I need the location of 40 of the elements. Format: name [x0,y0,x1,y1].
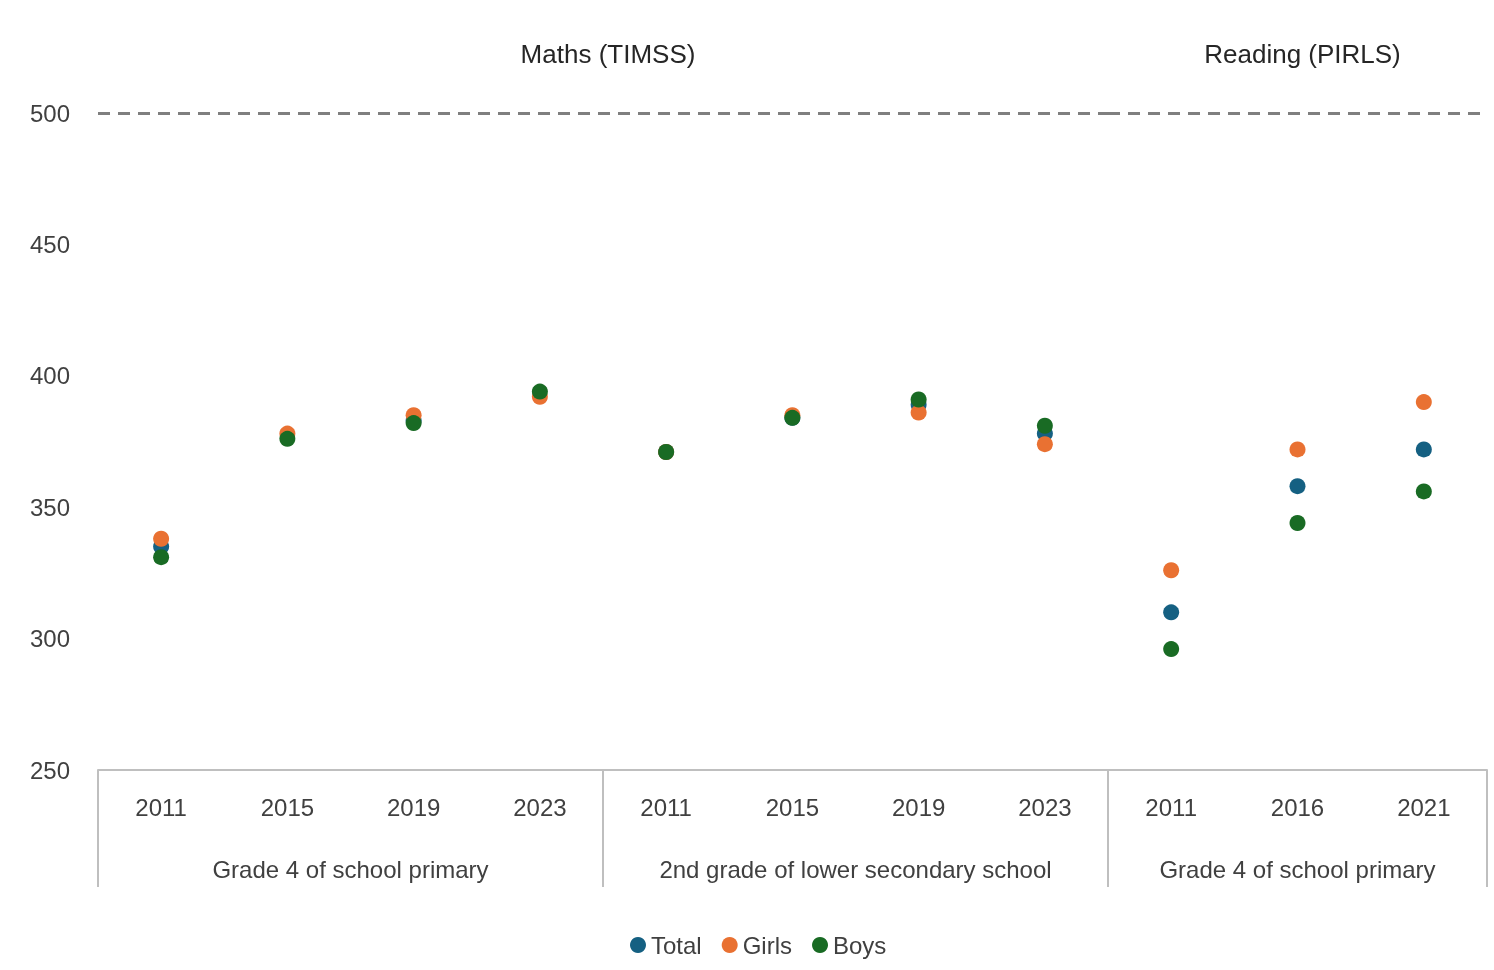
text: Grade 4 of school primary [1159,855,1436,883]
y-tick-label: 500 [29,99,70,127]
point [1163,641,1180,658]
point [153,530,170,547]
y-tick-label: 400 [29,362,70,390]
point [1289,441,1306,458]
point [1415,441,1432,458]
x-tick-label: 2019 [386,793,441,821]
x-tick-label: 2023 [513,793,567,821]
x-tick-label: 2019 [891,793,946,821]
point [1163,604,1180,621]
text: Grade 4 of school primary [212,855,489,883]
y-tick-label: 300 [29,625,70,653]
x-tick-label: 2016 [1270,793,1325,821]
chart-title: Maths (TIMSS) [520,39,696,69]
legend-label: Total [651,931,702,959]
point [1036,436,1053,453]
x-tick-label: 2011 [135,793,187,821]
point [1289,514,1306,531]
point [279,430,296,447]
x-tick-label: 2015 [260,793,315,821]
x-tick-label: 2023 [1018,793,1072,821]
point [1415,483,1432,500]
point [531,383,548,400]
x-tick-label: 2021 [1397,793,1451,821]
x-tick-label: 2011 [1145,793,1197,821]
point [1036,417,1053,434]
chart-title: Reading (PIRLS) [1204,39,1401,69]
x-tick-label: 2015 [765,793,820,821]
point [1163,562,1180,579]
legend-label: Girls [742,931,793,959]
point [1415,394,1432,411]
point [1289,478,1306,495]
x-tick-label: 2011 [640,793,692,821]
y-tick-label: 250 [29,756,70,784]
y-tick-label: 450 [29,230,70,258]
text: 2nd grade of lower secondary school [659,855,1052,883]
point [153,549,170,566]
y-tick-label: 350 [29,493,70,521]
legend-label: Boys [833,931,887,959]
